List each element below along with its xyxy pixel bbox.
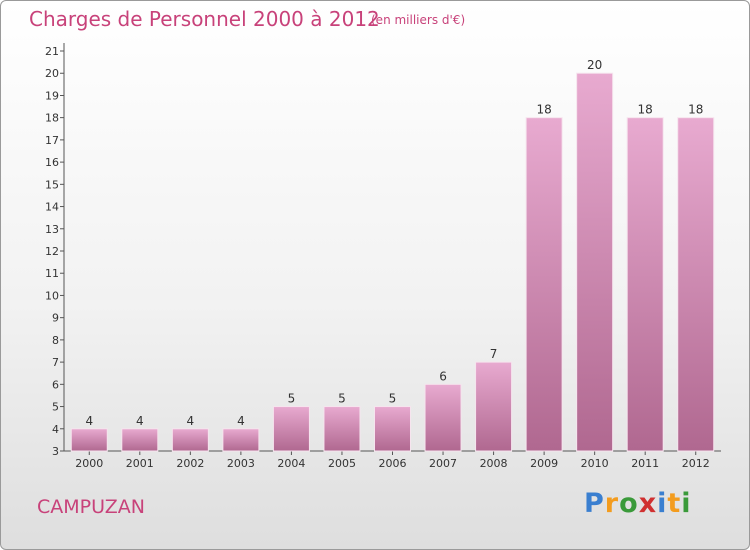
data-label: 4 bbox=[187, 414, 195, 428]
proxiti-logo[interactable]: Proxiti bbox=[584, 488, 692, 519]
y-tick-label: 3 bbox=[52, 445, 59, 458]
bar[interactable] bbox=[121, 428, 159, 452]
x-tick-label: 2000 bbox=[75, 457, 103, 470]
data-label: 18 bbox=[536, 103, 551, 117]
x-tick-label: 2006 bbox=[379, 457, 407, 470]
x-tick-label: 2011 bbox=[631, 457, 659, 470]
y-tick-label: 15 bbox=[45, 178, 59, 191]
y-tick-label: 16 bbox=[45, 156, 59, 169]
data-label: 20 bbox=[587, 58, 602, 72]
x-tick-label: 2007 bbox=[429, 457, 457, 470]
data-label: 6 bbox=[439, 369, 447, 383]
y-tick-label: 19 bbox=[45, 89, 59, 102]
bar[interactable] bbox=[171, 428, 209, 452]
x-tick-label: 2010 bbox=[581, 457, 609, 470]
y-tick-label: 10 bbox=[45, 289, 59, 302]
y-tick-label: 8 bbox=[52, 334, 59, 347]
chart-title: Charges de Personnel 2000 à 2012 bbox=[29, 7, 380, 31]
bar-chart: 3 4 5 6 7 8 9 10 11 12 13 14 15 16 17 18 19 20 21 4 2000 4 20… bbox=[45, 43, 721, 470]
bar[interactable] bbox=[576, 72, 614, 452]
x-tick-label: 2003 bbox=[227, 457, 255, 470]
x-tick-label: 2009 bbox=[530, 457, 558, 470]
x-tick-label: 2005 bbox=[328, 457, 356, 470]
bar[interactable] bbox=[70, 428, 108, 452]
logo-letter: i bbox=[681, 488, 692, 519]
y-tick-label: 21 bbox=[45, 45, 59, 58]
x-tick-label: 2012 bbox=[682, 457, 710, 470]
y-tick-label: 13 bbox=[45, 223, 59, 236]
bar[interactable] bbox=[272, 406, 310, 452]
bar[interactable] bbox=[525, 117, 563, 452]
commune-name: CAMPUZAN bbox=[37, 496, 145, 518]
data-label: 4 bbox=[85, 414, 93, 428]
y-tick-label: 4 bbox=[52, 423, 59, 436]
bar[interactable] bbox=[626, 117, 664, 452]
y-tick-label: 14 bbox=[45, 201, 59, 214]
bar[interactable] bbox=[222, 428, 260, 452]
bar[interactable] bbox=[424, 383, 462, 452]
data-label: 5 bbox=[389, 392, 397, 406]
chart-subtitle: (en milliers d'€) bbox=[371, 13, 466, 27]
data-label: 5 bbox=[288, 392, 296, 406]
y-tick-label: 11 bbox=[45, 267, 59, 280]
data-label: 7 bbox=[490, 347, 498, 361]
logo-letter: r bbox=[604, 488, 620, 519]
data-label: 5 bbox=[338, 392, 346, 406]
x-tick-label: 2008 bbox=[480, 457, 508, 470]
y-tick-label: 7 bbox=[52, 356, 59, 369]
logo-letter: i bbox=[657, 488, 668, 519]
data-label: 4 bbox=[237, 414, 245, 428]
y-tick-label: 20 bbox=[45, 67, 59, 80]
y-tick-label: 12 bbox=[45, 245, 59, 258]
logo-letter: o bbox=[619, 488, 639, 519]
x-tick-label: 2002 bbox=[176, 457, 204, 470]
bar[interactable] bbox=[374, 406, 411, 452]
data-label: 4 bbox=[136, 414, 144, 428]
logo-letter: x bbox=[638, 488, 658, 519]
y-tick-label: 18 bbox=[45, 112, 59, 125]
data-label: 18 bbox=[688, 103, 703, 117]
x-tick-label: 2001 bbox=[126, 457, 154, 470]
y-tick-label: 5 bbox=[52, 401, 59, 414]
logo-letter: P bbox=[584, 488, 605, 519]
logo-letter: t bbox=[667, 488, 682, 519]
bar[interactable] bbox=[677, 117, 715, 452]
bar[interactable] bbox=[323, 406, 361, 452]
y-tick-label: 9 bbox=[52, 312, 59, 325]
x-tick-label: 2004 bbox=[277, 457, 305, 470]
y-tick-label: 17 bbox=[45, 134, 59, 147]
y-tick-label: 6 bbox=[52, 378, 59, 391]
bar[interactable] bbox=[475, 361, 513, 452]
data-label: 18 bbox=[638, 103, 653, 117]
